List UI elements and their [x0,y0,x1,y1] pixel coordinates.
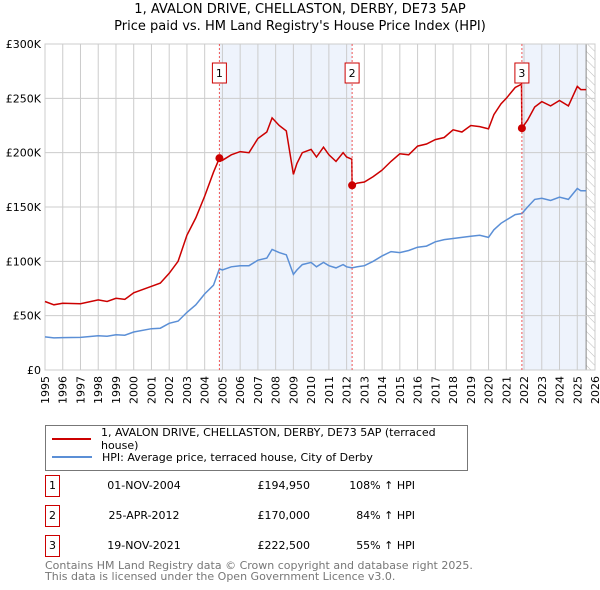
legend-swatch-blue [52,456,92,458]
x-tick-label: 2002 [163,376,176,404]
transaction-price: £222,500 [257,539,311,552]
x-tick-label: 2017 [429,376,442,404]
x-tick-label: 2006 [234,376,247,404]
x-tick-label: 2009 [287,376,300,404]
transaction-hpi-change: 84% ↑ HPI [356,509,415,522]
y-tick-label: £150K [6,201,42,214]
legend-item-property: 1, AVALON DRIVE, CHELLASTON, DERBY, DE73… [52,426,467,452]
legend-item-hpi: HPI: Average price, terraced house, City… [52,448,373,466]
transaction-row: 2 25-APR-2012 £170,000 84% ↑ HPI [45,505,445,527]
transaction-date: 25-APR-2012 [108,509,180,522]
x-tick-label: 2005 [216,376,229,404]
x-tick-label: 2001 [145,376,158,404]
x-tick-label: 1997 [74,376,87,404]
x-tick-label: 2024 [554,376,567,404]
x-tick-label: 2015 [394,376,407,404]
x-tick-label: 2016 [412,376,425,404]
x-tick-label: 2018 [447,376,460,404]
x-tick-label: 2000 [128,376,141,404]
transaction-number: 2 [45,505,60,527]
x-tick-label: 2012 [341,376,354,404]
x-tick-label: 2025 [571,376,584,404]
sale-label: 2 [349,67,356,80]
transaction-date: 19-NOV-2021 [107,539,181,552]
x-tick-label: 2026 [589,376,600,404]
y-tick-label: £200K [6,147,42,160]
x-tick-label: 2010 [305,376,318,404]
x-tick-label: 2019 [465,376,478,404]
sale-point [517,124,526,133]
x-tick-label: 1996 [57,376,70,404]
x-tick-label: 2011 [323,376,336,404]
transaction-number: 3 [45,535,60,557]
price-chart: 1 2 3 1995 1996 1997 1998 1999 2000 2001 2002 2003… [6,38,600,404]
sale-point [348,181,357,190]
y-tick-label: £0 [27,364,41,377]
x-tick-label: 2023 [536,376,549,404]
transaction-price: £170,000 [257,509,311,522]
y-tick-label: £300K [6,38,42,51]
transaction-hpi-change: 108% ↑ HPI [349,479,415,492]
sale-point [215,154,224,163]
sale-label-box [514,62,530,84]
chart-title: 1, AVALON DRIVE, CHELLASTON, DERBY, DE73… [134,2,466,17]
chart-subtitle: Price paid vs. HM Land Registry's House … [114,19,486,34]
legend-label-hpi: HPI: Average price, terraced house, City… [102,450,373,464]
transaction-row: 1 01-NOV-2004 £194,950 108% ↑ HPI [45,475,445,497]
sale-label-box [344,62,360,84]
legend-label-property: 1, AVALON DRIVE, CHELLASTON, DERBY, DE73… [100,426,436,452]
transaction-price: £194,950 [257,479,311,492]
x-tick-label: 2014 [376,376,389,404]
transaction-date: 01-NOV-2004 [107,479,181,492]
x-tick-label: 2007 [252,376,265,404]
plot-border [44,43,596,371]
footer-licence: This data is licensed under the Open Gov… [45,570,396,583]
x-tick-label: 2020 [483,376,496,404]
x-tick-label: 2004 [199,376,212,404]
x-tick-label: 1999 [110,376,123,404]
legend-swatch-red [52,438,91,440]
x-tick-label: 2022 [518,376,531,404]
transaction-row: 3 19-NOV-2021 £222,500 55% ↑ HPI [45,535,445,557]
x-tick-label: 2013 [358,376,371,404]
series-line [44,82,587,306]
y-tick-label: £100K [6,255,42,268]
transaction-number: 1 [45,475,60,497]
x-tick-label: 2008 [270,376,283,404]
x-tick-label: 2003 [181,376,194,404]
series-line [44,187,587,339]
sale-label: 1 [216,67,223,80]
sale-label: 3 [518,67,525,80]
footer-copyright: Contains HM Land Registry data © Crown c… [45,559,473,572]
x-tick-label: 1998 [92,376,105,404]
x-tick-label: 1995 [39,376,52,404]
legend: 1, AVALON DRIVE, CHELLASTON, DERBY, DE73… [45,425,468,471]
sale-label-box [211,62,227,84]
x-tick-label: 2021 [500,376,513,404]
y-tick-label: £250K [6,92,42,105]
transaction-hpi-change: 55% ↑ HPI [356,539,415,552]
y-tick-label: £50K [13,310,42,323]
